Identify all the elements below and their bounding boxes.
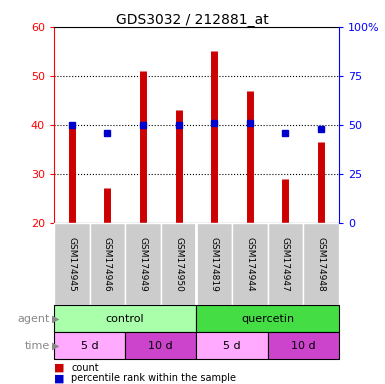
Text: GSM174947: GSM174947 (281, 237, 290, 291)
Text: GSM174945: GSM174945 (67, 237, 76, 291)
Bar (161, 223, 196, 305)
Text: 5 d: 5 d (81, 341, 98, 351)
Bar (125, 332, 196, 359)
Text: percentile rank within the sample: percentile rank within the sample (71, 373, 236, 383)
Text: GSM174948: GSM174948 (316, 237, 325, 291)
Text: agent: agent (18, 314, 50, 324)
Bar (196, 332, 268, 359)
Text: ▶: ▶ (52, 314, 59, 324)
Text: GSM174946: GSM174946 (103, 237, 112, 291)
Bar (232, 223, 268, 305)
Text: 5 d: 5 d (223, 341, 241, 351)
Text: quercetin: quercetin (241, 314, 294, 324)
Bar (54, 332, 125, 359)
Text: GSM174944: GSM174944 (245, 237, 254, 291)
Text: 10 d: 10 d (149, 341, 173, 351)
Bar (268, 332, 339, 359)
Bar (196, 305, 339, 332)
Text: control: control (106, 314, 144, 324)
Bar (90, 223, 125, 305)
Text: GSM174950: GSM174950 (174, 237, 183, 291)
Bar (125, 223, 161, 305)
Bar (196, 223, 232, 305)
Text: time: time (25, 341, 50, 351)
Text: GSM174949: GSM174949 (139, 237, 147, 291)
Bar (268, 223, 303, 305)
Text: 10 d: 10 d (291, 341, 315, 351)
Text: ■: ■ (54, 373, 68, 383)
Bar (303, 223, 339, 305)
Text: ■: ■ (54, 363, 68, 373)
Text: GSM174819: GSM174819 (210, 237, 219, 291)
Text: count: count (71, 363, 99, 373)
Bar (54, 223, 90, 305)
Bar (54, 305, 196, 332)
Text: GDS3032 / 212881_at: GDS3032 / 212881_at (116, 13, 269, 27)
Text: ▶: ▶ (52, 341, 59, 351)
